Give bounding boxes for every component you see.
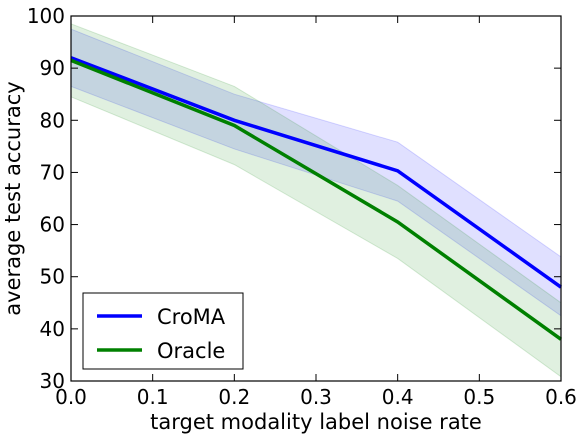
- x-tick-label: 0.6: [545, 385, 577, 409]
- x-tick-label: 0.1: [137, 385, 169, 409]
- y-tick-label: 70: [40, 160, 65, 184]
- x-tick-label: 0.3: [300, 385, 332, 409]
- axis-ticks: [70, 15, 562, 382]
- x-axis-title: target modality label noise rate: [150, 410, 482, 434]
- x-tick-label: 0.2: [218, 385, 250, 409]
- y-tick-label: 100: [27, 4, 65, 28]
- series-line-oracle: [70, 58, 563, 341]
- x-tick-label: 0.5: [463, 385, 495, 409]
- legend: CroMA Oracle: [82, 292, 244, 370]
- legend-label-oracle: Oracle: [157, 339, 225, 363]
- y-tick-label: 60: [40, 213, 65, 237]
- y-tick-label: 50: [40, 265, 65, 289]
- y-tick-label: 80: [40, 108, 65, 132]
- legend-box: [82, 292, 244, 370]
- series-lines: [70, 56, 563, 341]
- tick-labels: 0.0 0.1 0.2 0.3 0.4 0.5 0.6 30 40 50 60 70 80 90 100: [27, 4, 577, 409]
- y-tick-label: 30: [40, 369, 65, 393]
- series-line-croma: [70, 56, 563, 289]
- x-tick-label: 0.0: [55, 385, 87, 409]
- y-tick-label: 90: [40, 56, 65, 80]
- legend-label-croma: CroMA: [157, 305, 226, 329]
- x-tick-label: 0.4: [382, 385, 414, 409]
- y-axis-title: average test accuracy: [1, 81, 25, 315]
- y-tick-label: 40: [40, 317, 65, 341]
